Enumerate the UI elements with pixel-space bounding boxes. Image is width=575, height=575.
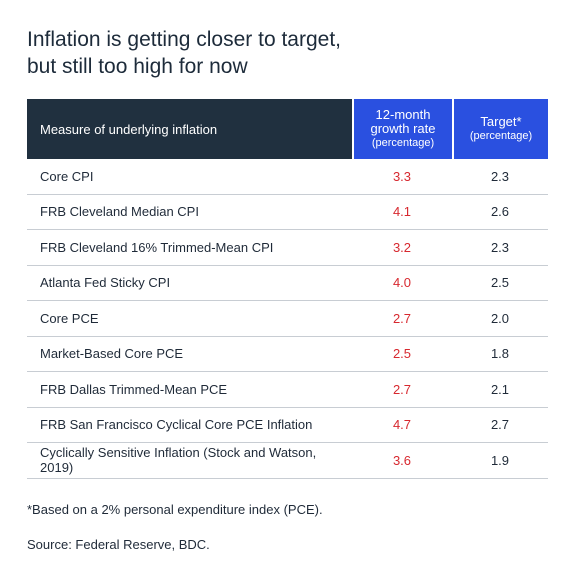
measure-cell: Market-Based Core PCE (40, 346, 184, 362)
growth-rate-cell: 4.1 (392, 204, 412, 220)
table-row: FRB Cleveland Median CPI 4.1 2.6 (27, 195, 548, 230)
target-cell: 2.5 (490, 275, 510, 291)
measure-cell: Core CPI (40, 168, 94, 184)
header-growth-unit: (percentage) (371, 137, 435, 149)
measure-cell: FRB Cleveland 16% Trimmed-Mean CPI (40, 239, 274, 255)
header-measure: Measure of underlying inflation (27, 99, 352, 159)
header-growth-line-2: growth rate (370, 121, 436, 136)
target-cell: 2.3 (490, 239, 510, 255)
growth-rate-cell: 4.7 (392, 417, 412, 433)
measure-cell: Cyclically Sensitive Inflation (Stock an… (40, 445, 317, 476)
growth-rate-cell: 2.7 (392, 310, 412, 326)
measure-cell: FRB Dallas Trimmed-Mean PCE (40, 381, 228, 397)
target-cell: 2.6 (490, 204, 510, 220)
target-cell: 2.0 (490, 310, 510, 326)
header-growth-line-1: 12-month (375, 107, 431, 122)
growth-rate-cell: 4.0 (392, 275, 412, 291)
table-row: Cyclically Sensitive Inflation (Stock an… (27, 443, 548, 479)
source-note: Source: Federal Reserve, BDC. (27, 537, 210, 552)
target-cell: 2.3 (490, 168, 510, 184)
growth-rate-cell: 3.2 (392, 239, 412, 255)
table-header: Measure of underlying inflation 12-month… (27, 99, 548, 159)
header-target-unit: (percentage) (469, 130, 533, 142)
table-row: Core PCE 2.7 2.0 (27, 301, 548, 337)
table-body: Core CPI 3.3 2.3 FRB Cleveland Median CPI 4.… (27, 159, 548, 479)
header-growth-rate: 12-month growth rate (percentage) (354, 99, 452, 159)
measure-cell: Atlanta Fed Sticky CPI (40, 275, 171, 291)
measure-cell: FRB San Francisco Cyclical Core PCE Infl… (40, 417, 313, 433)
table-row: Market-Based Core PCE 2.5 1.8 (27, 337, 548, 372)
growth-rate-cell: 3.3 (392, 168, 412, 184)
target-cell: 2.7 (490, 417, 510, 433)
table-row: FRB San Francisco Cyclical Core PCE Infl… (27, 408, 548, 443)
growth-rate-cell: 2.7 (392, 381, 412, 397)
growth-rate-cell: 3.6 (392, 452, 412, 468)
measure-cell: FRB Cleveland Median CPI (40, 204, 199, 220)
table-row: Core CPI 3.3 2.3 (27, 159, 548, 195)
inflation-table: Measure of underlying inflation 12-month… (27, 99, 548, 479)
target-cell: 2.1 (490, 381, 510, 397)
table-row: FRB Dallas Trimmed-Mean PCE 2.7 2.1 (27, 372, 548, 408)
title-line-1: Inflation is getting closer to target, (27, 28, 342, 51)
table-row: Atlanta Fed Sticky CPI 4.0 2.5 (27, 266, 548, 301)
target-cell: 1.9 (490, 452, 510, 468)
header-target-line-1: Target* (480, 114, 522, 129)
growth-rate-cell: 2.5 (392, 346, 412, 362)
title-line-2: but still too high for now (27, 55, 248, 78)
chart-title: Inflation is getting closer to target, b… (27, 26, 547, 80)
footnote: *Based on a 2% personal expenditure inde… (27, 502, 323, 517)
header-target: Target* (percentage) (454, 99, 548, 159)
target-cell: 1.8 (490, 346, 510, 362)
table-row: FRB Cleveland 16% Trimmed-Mean CPI 3.2 2.3 (27, 230, 548, 266)
measure-cell: Core PCE (40, 310, 99, 326)
